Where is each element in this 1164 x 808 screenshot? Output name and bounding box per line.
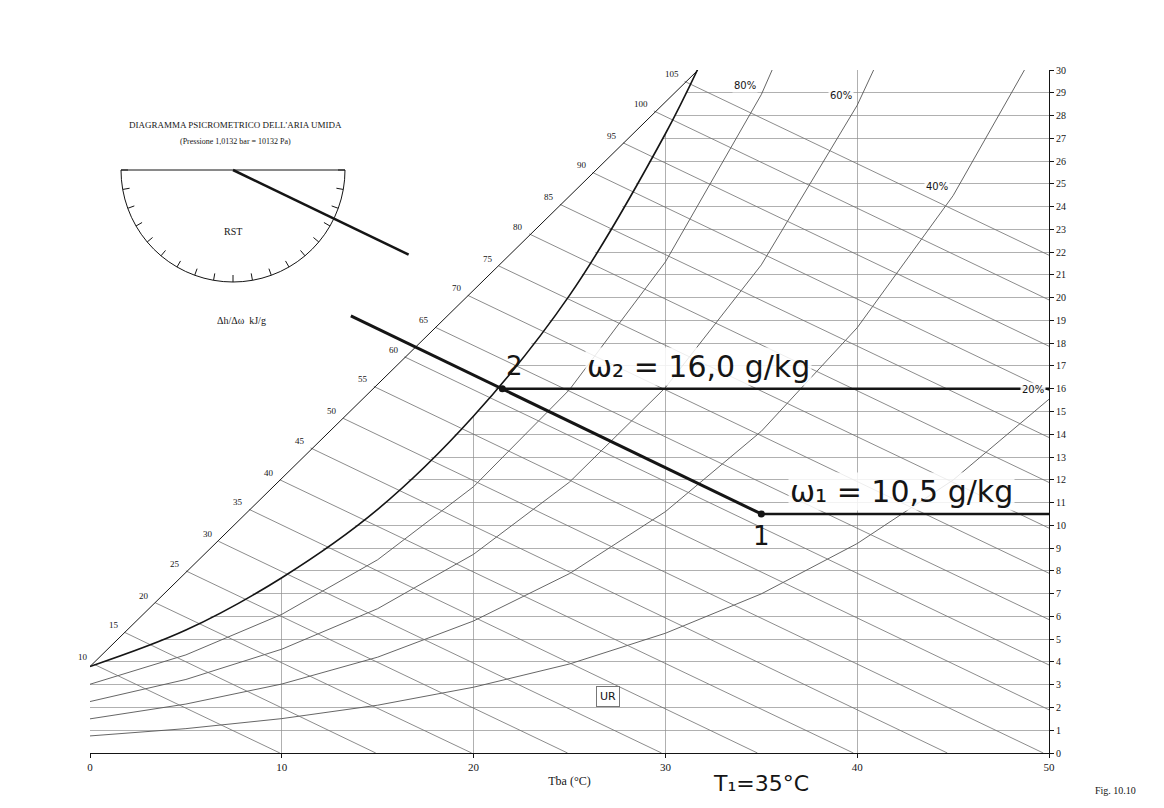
svg-text:4: 4: [1056, 656, 1061, 667]
svg-text:35: 35: [233, 497, 243, 507]
svg-text:24: 24: [1056, 201, 1066, 212]
svg-text:65: 65: [419, 315, 429, 325]
svg-text:20: 20: [139, 591, 149, 601]
svg-text:100: 100: [634, 99, 648, 109]
svg-text:23: 23: [1056, 224, 1066, 235]
svg-text:105: 105: [665, 69, 679, 79]
svg-text:12: 12: [1056, 474, 1066, 485]
svg-text:90: 90: [577, 160, 587, 170]
svg-text:14: 14: [1056, 429, 1066, 440]
svg-text:16: 16: [1056, 383, 1066, 394]
svg-text:80: 80: [513, 222, 523, 232]
svg-text:28: 28: [1056, 110, 1066, 121]
svg-text:50: 50: [1044, 761, 1056, 773]
svg-text:40%: 40%: [926, 181, 948, 192]
svg-text:25: 25: [170, 559, 180, 569]
svg-text:10: 10: [78, 652, 88, 662]
svg-text:DIAGRAMMA PSICROMETRICO DELL'A: DIAGRAMMA PSICROMETRICO DELL'ARIA UMIDA: [129, 120, 342, 130]
svg-text:1: 1: [753, 521, 770, 551]
svg-text:18: 18: [1056, 338, 1066, 349]
svg-text:5: 5: [1056, 634, 1061, 645]
svg-text:15: 15: [1056, 406, 1066, 417]
svg-text:(Pressione 1,0132 bar = 10132: (Pressione 1,0132 bar = 10132 Pa): [180, 137, 291, 146]
svg-text:40: 40: [852, 761, 864, 773]
svg-text:13: 13: [1056, 452, 1066, 463]
svg-text:21: 21: [1056, 269, 1066, 280]
svg-text:9: 9: [1056, 543, 1061, 554]
svg-text:3: 3: [1056, 679, 1061, 690]
svg-text:2: 2: [506, 351, 523, 381]
svg-text:20: 20: [468, 761, 480, 773]
svg-text:85: 85: [544, 192, 554, 202]
svg-text:60%: 60%: [830, 90, 852, 101]
svg-text:80%: 80%: [734, 80, 756, 91]
svg-text:1: 1: [1056, 725, 1061, 736]
svg-text:30: 30: [203, 529, 213, 539]
svg-text:30: 30: [1056, 65, 1066, 76]
svg-text:95: 95: [607, 131, 617, 141]
svg-text:11: 11: [1056, 497, 1066, 508]
svg-text:40: 40: [264, 468, 274, 478]
svg-text:60: 60: [389, 345, 399, 355]
svg-text:75: 75: [483, 254, 493, 264]
svg-text:Δh/Δω kJ/g: Δh/Δω kJ/g: [217, 315, 266, 326]
svg-text:10: 10: [276, 761, 288, 773]
svg-text:30: 30: [660, 761, 672, 773]
svg-text:T₁=35°C: T₁=35°C: [713, 771, 809, 796]
svg-text:RST: RST: [224, 226, 242, 237]
svg-text:50: 50: [327, 406, 337, 416]
svg-text:26: 26: [1056, 156, 1066, 167]
svg-text:45: 45: [295, 436, 305, 446]
svg-text:20%: 20%: [1022, 384, 1044, 395]
svg-text:20: 20: [1056, 292, 1066, 303]
svg-text:ω₂ = 16,0 g/kg: ω₂ = 16,0 g/kg: [587, 349, 810, 384]
svg-text:29: 29: [1056, 87, 1066, 98]
svg-text:15: 15: [109, 620, 119, 630]
svg-text:6: 6: [1056, 611, 1061, 622]
svg-text:Fig. 10.10: Fig. 10.10: [1095, 785, 1136, 796]
svg-text:17: 17: [1056, 360, 1066, 371]
svg-text:8: 8: [1056, 565, 1061, 576]
svg-text:22: 22: [1056, 247, 1066, 258]
svg-text:2: 2: [1056, 702, 1061, 713]
svg-text:70: 70: [452, 283, 462, 293]
svg-text:Tba (°C): Tba (°C): [548, 774, 590, 788]
svg-text:UR: UR: [600, 690, 616, 703]
svg-text:27: 27: [1056, 133, 1066, 144]
svg-text:25: 25: [1056, 178, 1066, 189]
svg-text:55: 55: [358, 374, 368, 384]
svg-text:0: 0: [1056, 748, 1061, 759]
svg-text:0: 0: [87, 761, 93, 773]
svg-text:19: 19: [1056, 315, 1066, 326]
svg-text:7: 7: [1056, 588, 1061, 599]
svg-text:ω₁ = 10,5 g/kg: ω₁ = 10,5 g/kg: [790, 474, 1013, 509]
svg-text:10: 10: [1056, 520, 1066, 531]
